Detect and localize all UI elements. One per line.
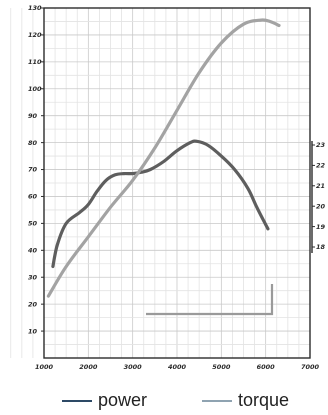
x-tick-label: 5000 xyxy=(212,363,231,371)
y-tick-label: 100 xyxy=(28,85,42,93)
plot-frame xyxy=(43,7,311,359)
y-left-tick-labels: 10 20 30 40 50 60 70 80 90 100 110 120 130 xyxy=(28,4,44,335)
annotation-bracket xyxy=(146,284,274,316)
series-line-torque xyxy=(46,18,281,298)
x-tick-label: 3000 xyxy=(124,363,143,371)
y-tick-label: 10 xyxy=(28,327,38,335)
right-tick-label: 19 xyxy=(316,223,326,231)
legend-torque-label: torque xyxy=(238,390,290,410)
legend-torque-swatch xyxy=(202,400,232,403)
y-tick-label: 130 xyxy=(28,4,42,12)
grid xyxy=(10,8,310,358)
y-tick-label: 90 xyxy=(28,112,38,120)
legend-torque: torque xyxy=(202,390,289,411)
y-tick-label: 30 xyxy=(28,273,38,281)
x-tick-label: 4000 xyxy=(168,363,187,371)
x-tick-label: 7000 xyxy=(301,363,320,371)
series-line-power xyxy=(51,139,270,269)
y-tick-label: 60 xyxy=(28,193,38,201)
chart: 10 20 30 40 50 60 70 80 90 100 110 120 130 1000 2000 3… xyxy=(10,4,326,371)
x-tick-labels: 1000 2000 3000 4000 5000 6000 7000 xyxy=(35,363,320,371)
right-tick-label: 20 xyxy=(316,202,326,210)
y-tick-label: 20 xyxy=(28,300,38,308)
legend-power: power xyxy=(62,390,147,411)
y-tick-label: 80 xyxy=(28,139,38,147)
legend-power-swatch xyxy=(62,400,92,403)
y-tick-label: 70 xyxy=(28,166,38,174)
annotation-bracket-line xyxy=(146,284,274,316)
x-tick-label: 6000 xyxy=(257,363,276,371)
y-tick-label: 50 xyxy=(28,220,38,228)
right-tick-label: 21 xyxy=(316,182,325,190)
x-tick-label: 2000 xyxy=(79,363,98,371)
y-tick-label: 40 xyxy=(28,247,38,255)
series-layer xyxy=(46,18,281,298)
y-tick-label: 120 xyxy=(28,31,42,39)
y-tick-label: 110 xyxy=(28,58,42,66)
x-tick-label: 1000 xyxy=(35,363,54,371)
right-tick-label: 18 xyxy=(316,243,326,251)
legend-power-label: power xyxy=(98,390,148,410)
right-tick-label: 22 xyxy=(316,162,326,170)
right-axis: 23 22 21 20 19 18 xyxy=(311,141,326,253)
right-tick-label: 23 xyxy=(316,141,326,149)
